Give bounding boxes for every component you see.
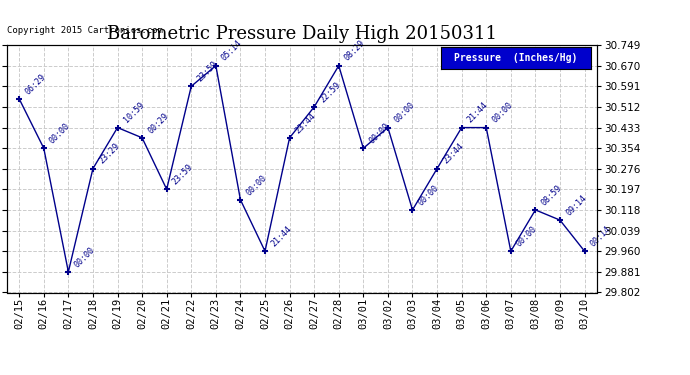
Text: 23:59: 23:59 — [195, 60, 219, 84]
Text: 00:00: 00:00 — [491, 101, 515, 125]
Text: 00:00: 00:00 — [72, 245, 97, 269]
Text: 06:29: 06:29 — [23, 72, 48, 96]
Text: 22:59: 22:59 — [318, 80, 342, 104]
Text: 05:14: 05:14 — [220, 39, 244, 63]
Text: 00:00: 00:00 — [244, 173, 268, 197]
Text: Copyright 2015 Cartronics.com: Copyright 2015 Cartronics.com — [7, 26, 163, 35]
Text: 08:59: 08:59 — [540, 183, 564, 207]
Text: 00:00: 00:00 — [48, 122, 72, 146]
Text: 21:44: 21:44 — [466, 101, 490, 125]
Text: 00:00: 00:00 — [392, 101, 416, 125]
Text: 00:14: 00:14 — [589, 224, 613, 248]
Text: 00:09: 00:09 — [368, 122, 391, 146]
Text: 09:14: 09:14 — [564, 193, 588, 217]
Text: 23:44: 23:44 — [441, 142, 465, 166]
Text: 00:00: 00:00 — [417, 183, 441, 207]
Text: 21:44: 21:44 — [269, 224, 293, 248]
Text: 23:44: 23:44 — [294, 111, 318, 135]
Text: 08:29: 08:29 — [343, 39, 367, 63]
Text: 23:59: 23:59 — [171, 162, 195, 186]
Text: 00:29: 00:29 — [146, 111, 170, 135]
Text: 23:29: 23:29 — [97, 142, 121, 166]
Title: Barometric Pressure Daily High 20150311: Barometric Pressure Daily High 20150311 — [107, 26, 497, 44]
Text: 00:00: 00:00 — [515, 224, 539, 248]
Text: 10:59: 10:59 — [121, 101, 146, 125]
